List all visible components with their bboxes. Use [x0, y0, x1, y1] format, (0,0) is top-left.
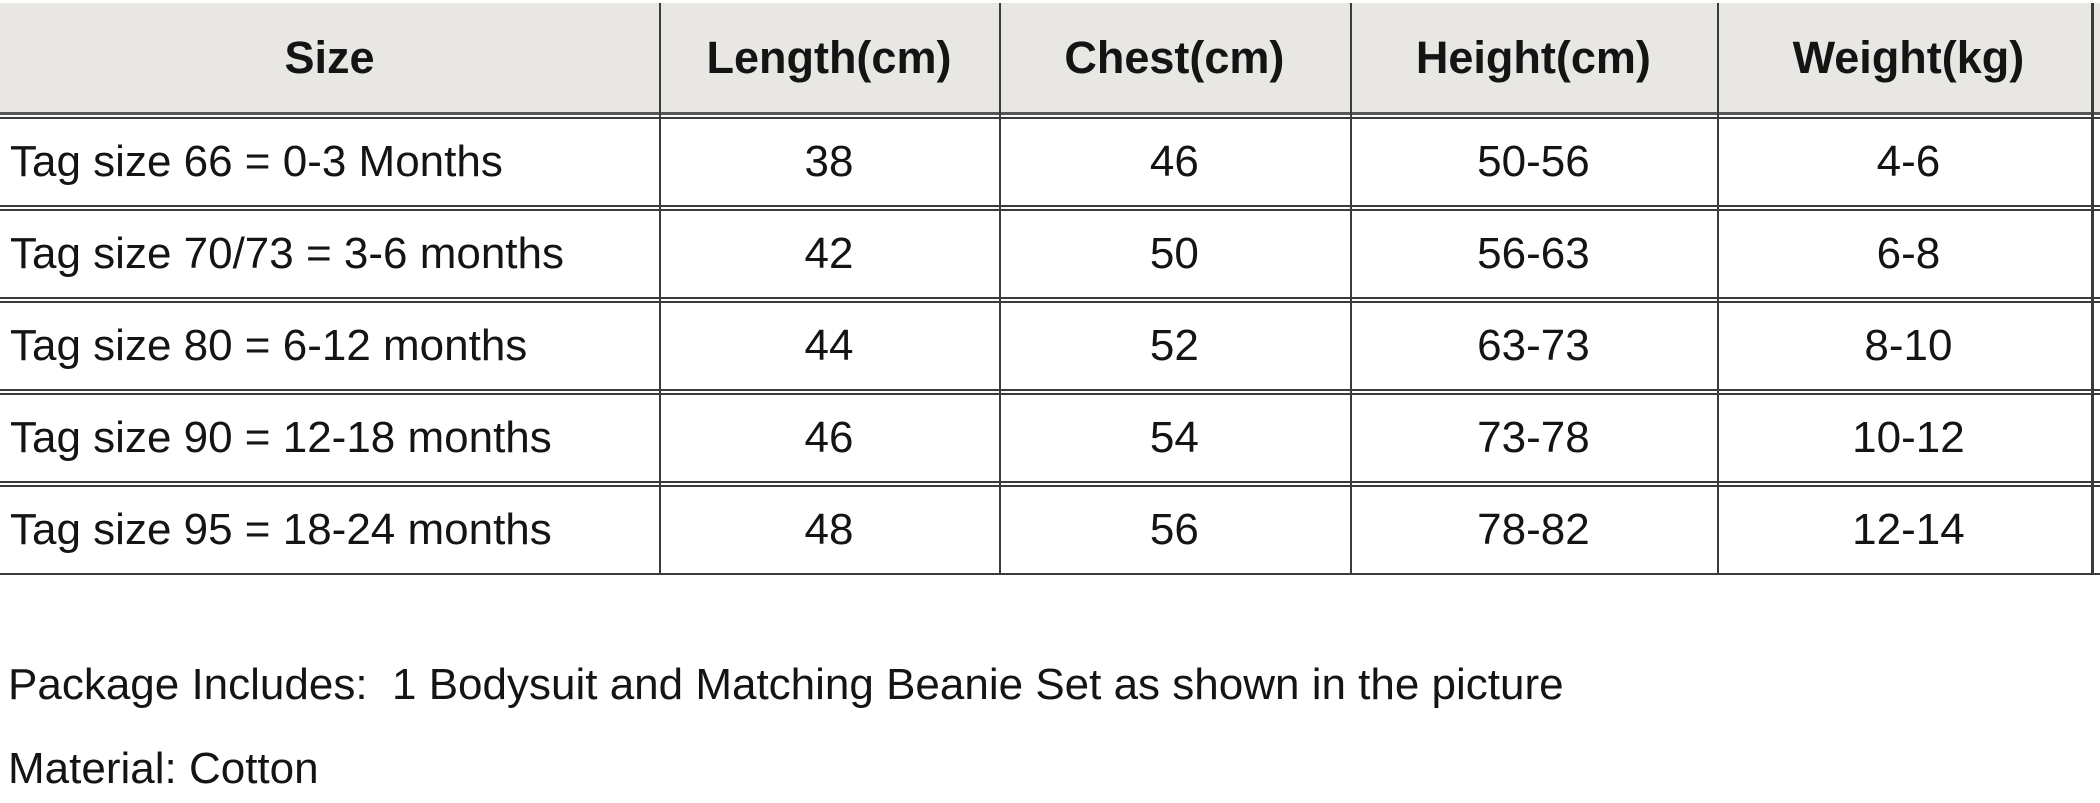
column-divider [1349, 3, 1352, 575]
cell-value: 46 [1149, 137, 1199, 186]
table-row: Tag size 80 = 6-12 months 44 52 63-73 8-10 [0, 301, 2100, 391]
cell-value: 8-10 [1864, 321, 1953, 370]
cell-size-label: Tag size 66 = 0-3 Months [10, 137, 503, 186]
column-divider [998, 3, 1001, 575]
cell-value: 48 [804, 505, 854, 554]
cell-value: 6-8 [1876, 229, 1941, 278]
column-divider [1716, 3, 1719, 575]
package-includes-note: Package Includes: 1 Bodysuit and Matchin… [8, 660, 1564, 709]
table-row: Tag size 66 = 0-3 Months 38 46 50-56 4-6 [0, 117, 2100, 207]
cell-value: 4-6 [1876, 137, 1941, 186]
cell-size-label: Tag size 95 = 18-24 months [10, 505, 552, 554]
cell-value: 44 [804, 321, 854, 370]
column-header-height: Height(cm) [1415, 31, 1651, 83]
cell-value: 10-12 [1852, 413, 1965, 462]
size-chart-table: Size Length(cm) Chest(cm) Height(cm) Wei… [0, 3, 2100, 575]
table-row: Tag size 90 = 12-18 months 46 54 73-78 10-12 [0, 393, 2100, 483]
cell-value: 50 [1149, 229, 1199, 278]
column-header-size: Size [284, 31, 375, 83]
cell-size-label: Tag size 80 = 6-12 months [10, 321, 528, 370]
cell-value: 78-82 [1477, 505, 1590, 554]
cell-size-label: Tag size 70/73 = 3-6 months [10, 229, 564, 278]
table-header-row: Size Length(cm) Chest(cm) Height(cm) Wei… [0, 3, 2100, 115]
table-row: Tag size 95 = 18-24 months 48 56 78-82 12-14 [0, 485, 2100, 575]
cell-value: 56 [1149, 505, 1199, 554]
column-header-weight: Weight(kg) [1792, 31, 2025, 83]
cell-value: 46 [804, 413, 854, 462]
cell-value: 38 [804, 137, 854, 186]
column-divider [658, 3, 661, 575]
cell-size-label: Tag size 90 = 12-18 months [10, 413, 552, 462]
cell-value: 63-73 [1477, 321, 1590, 370]
cell-value: 52 [1149, 321, 1199, 370]
cell-value: 54 [1149, 413, 1199, 462]
cell-value: 12-14 [1852, 505, 1965, 554]
cell-value: 56-63 [1477, 229, 1590, 278]
table-row: Tag size 70/73 = 3-6 months 42 50 56-63 6-8 [0, 209, 2100, 299]
cell-value: 50-56 [1477, 137, 1590, 186]
material-note: Material: Cotton [8, 744, 319, 793]
cell-value: 42 [804, 229, 854, 278]
cell-value: 73-78 [1477, 413, 1590, 462]
column-header-chest: Chest(cm) [1064, 31, 1285, 83]
table-body: Tag size 66 = 0-3 Months 38 46 50-56 4-6 Tag … [0, 117, 2100, 575]
table-right-border [2091, 3, 2094, 575]
column-header-length: Length(cm) [706, 31, 952, 83]
